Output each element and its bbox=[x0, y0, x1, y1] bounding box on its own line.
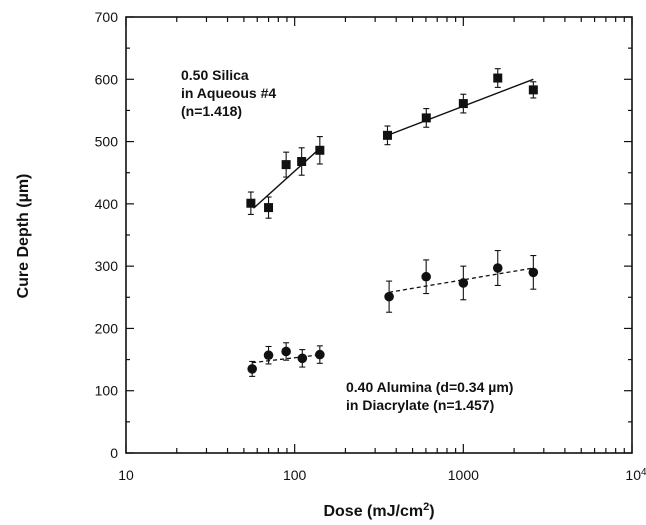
alumina-data-point bbox=[492, 263, 503, 273]
y-axis-title: Cure Depth (µm) bbox=[15, 174, 32, 299]
silica-data-point bbox=[382, 130, 392, 140]
silica-annotation-line-1: 0.50 Silica bbox=[181, 67, 249, 83]
alumina-data-point bbox=[315, 349, 325, 360]
y-tick-label: 600 bbox=[95, 71, 119, 87]
alumina-data-point bbox=[247, 364, 257, 374]
y-tick-label: 500 bbox=[95, 134, 119, 150]
silica-data-point bbox=[297, 157, 307, 167]
x-tick-labels: 10 100 1000 104 bbox=[118, 467, 646, 484]
x-tick-label: 100 bbox=[283, 467, 307, 483]
silica-data-point bbox=[246, 198, 256, 208]
y-tick-label: 400 bbox=[95, 196, 119, 212]
silica-data-point bbox=[315, 145, 325, 155]
alumina-data-point bbox=[297, 353, 308, 364]
silica-data-point bbox=[458, 99, 468, 109]
silica-data-point bbox=[528, 85, 538, 95]
alumina-annotation-line-2: in Diacrylate (n=1.457) bbox=[346, 397, 494, 413]
alumina-data-point bbox=[421, 271, 431, 282]
x-axis-title: Dose (mJ/cm2) bbox=[323, 501, 434, 520]
alumina-fit-line bbox=[252, 353, 322, 364]
y-tick-label: 300 bbox=[95, 258, 119, 274]
data-marks bbox=[246, 68, 539, 377]
y-tick-label: 200 bbox=[95, 320, 119, 336]
axis-ticks bbox=[125, 16, 633, 454]
fit-lines bbox=[252, 78, 534, 364]
x-tick-label: 104 bbox=[625, 467, 646, 484]
alumina-data-point bbox=[528, 267, 539, 278]
silica-data-point bbox=[264, 203, 274, 213]
silica-annotation-line-3: (n=1.418) bbox=[181, 103, 242, 119]
x-tick-label: 10 bbox=[118, 467, 134, 483]
y-tick-label: 0 bbox=[110, 445, 118, 461]
silica-data-point bbox=[281, 160, 291, 170]
y-tick-label: 700 bbox=[95, 9, 119, 25]
x-tick-label: 1000 bbox=[448, 467, 479, 483]
silica-data-point bbox=[421, 113, 431, 123]
x-axis-title-superscript: 2 bbox=[423, 501, 429, 513]
alumina-data-point bbox=[281, 346, 291, 357]
alumina-annotation-line-1: 0.40 Alumina (d=0.34 µm) bbox=[346, 379, 513, 395]
y-tick-labels: 0 100 200 300 400 500 600 700 bbox=[95, 9, 119, 461]
silica-data-point bbox=[493, 73, 503, 83]
alumina-data-point bbox=[263, 350, 274, 361]
y-tick-label: 100 bbox=[95, 383, 119, 399]
alumina-data-point bbox=[458, 278, 469, 288]
silica-annotation-line-2: in Aqueous #4 bbox=[181, 85, 276, 101]
alumina-data-point bbox=[384, 291, 394, 302]
